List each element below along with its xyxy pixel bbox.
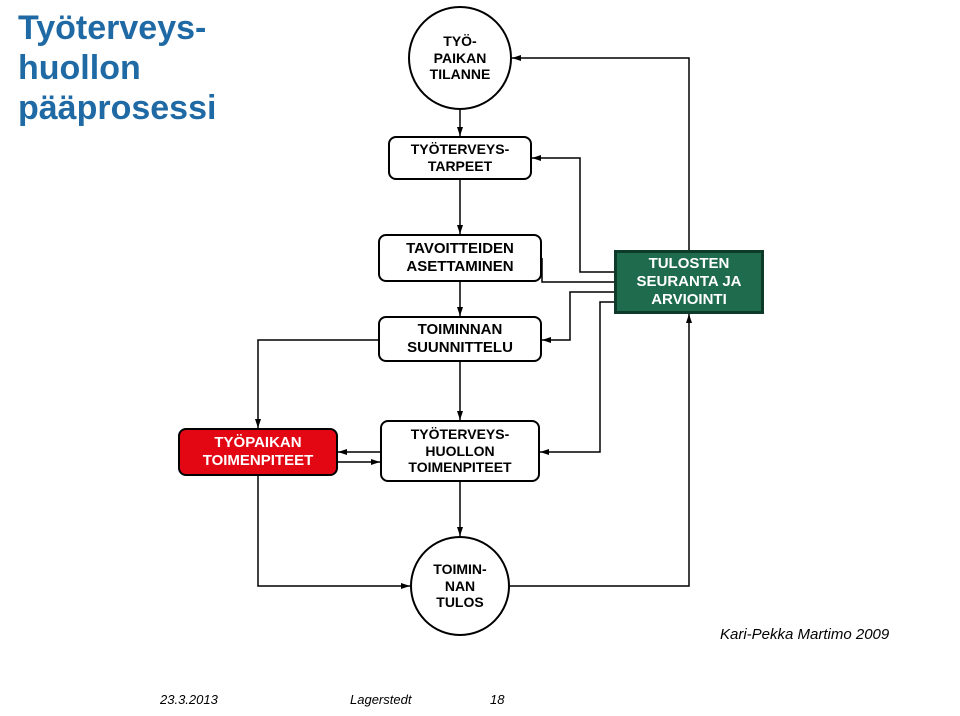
node-tulosten: TULOSTENSEURANTA JAARVIOINTI bbox=[614, 250, 764, 314]
node-tilanne: TYÖ-PAIKANTILANNE bbox=[408, 6, 512, 110]
node-tarpeet: TYÖTERVEYS-TARPEET bbox=[388, 136, 532, 180]
node-tavoitteiden: TAVOITTEIDENASETTAMINEN bbox=[378, 234, 542, 282]
attribution: Kari-Pekka Martimo 2009 bbox=[720, 626, 889, 643]
node-tulos: TOIMIN-NANTULOS bbox=[410, 536, 510, 636]
node-tyopaikan_toimenpiteet: TYÖPAIKANTOIMENPITEET bbox=[178, 428, 338, 476]
page-title: Työterveys-huollonpääprosessi bbox=[18, 8, 216, 128]
footer-date: 23.3.2013 bbox=[160, 692, 218, 707]
footer-name: Lagerstedt bbox=[350, 692, 411, 707]
node-tth_toimenpiteet: TYÖTERVEYS-HUOLLONTOIMENPITEET bbox=[380, 420, 540, 482]
footer-page: 18 bbox=[490, 692, 504, 707]
node-toiminnan: TOIMINNANSUUNNITTELU bbox=[378, 316, 542, 362]
